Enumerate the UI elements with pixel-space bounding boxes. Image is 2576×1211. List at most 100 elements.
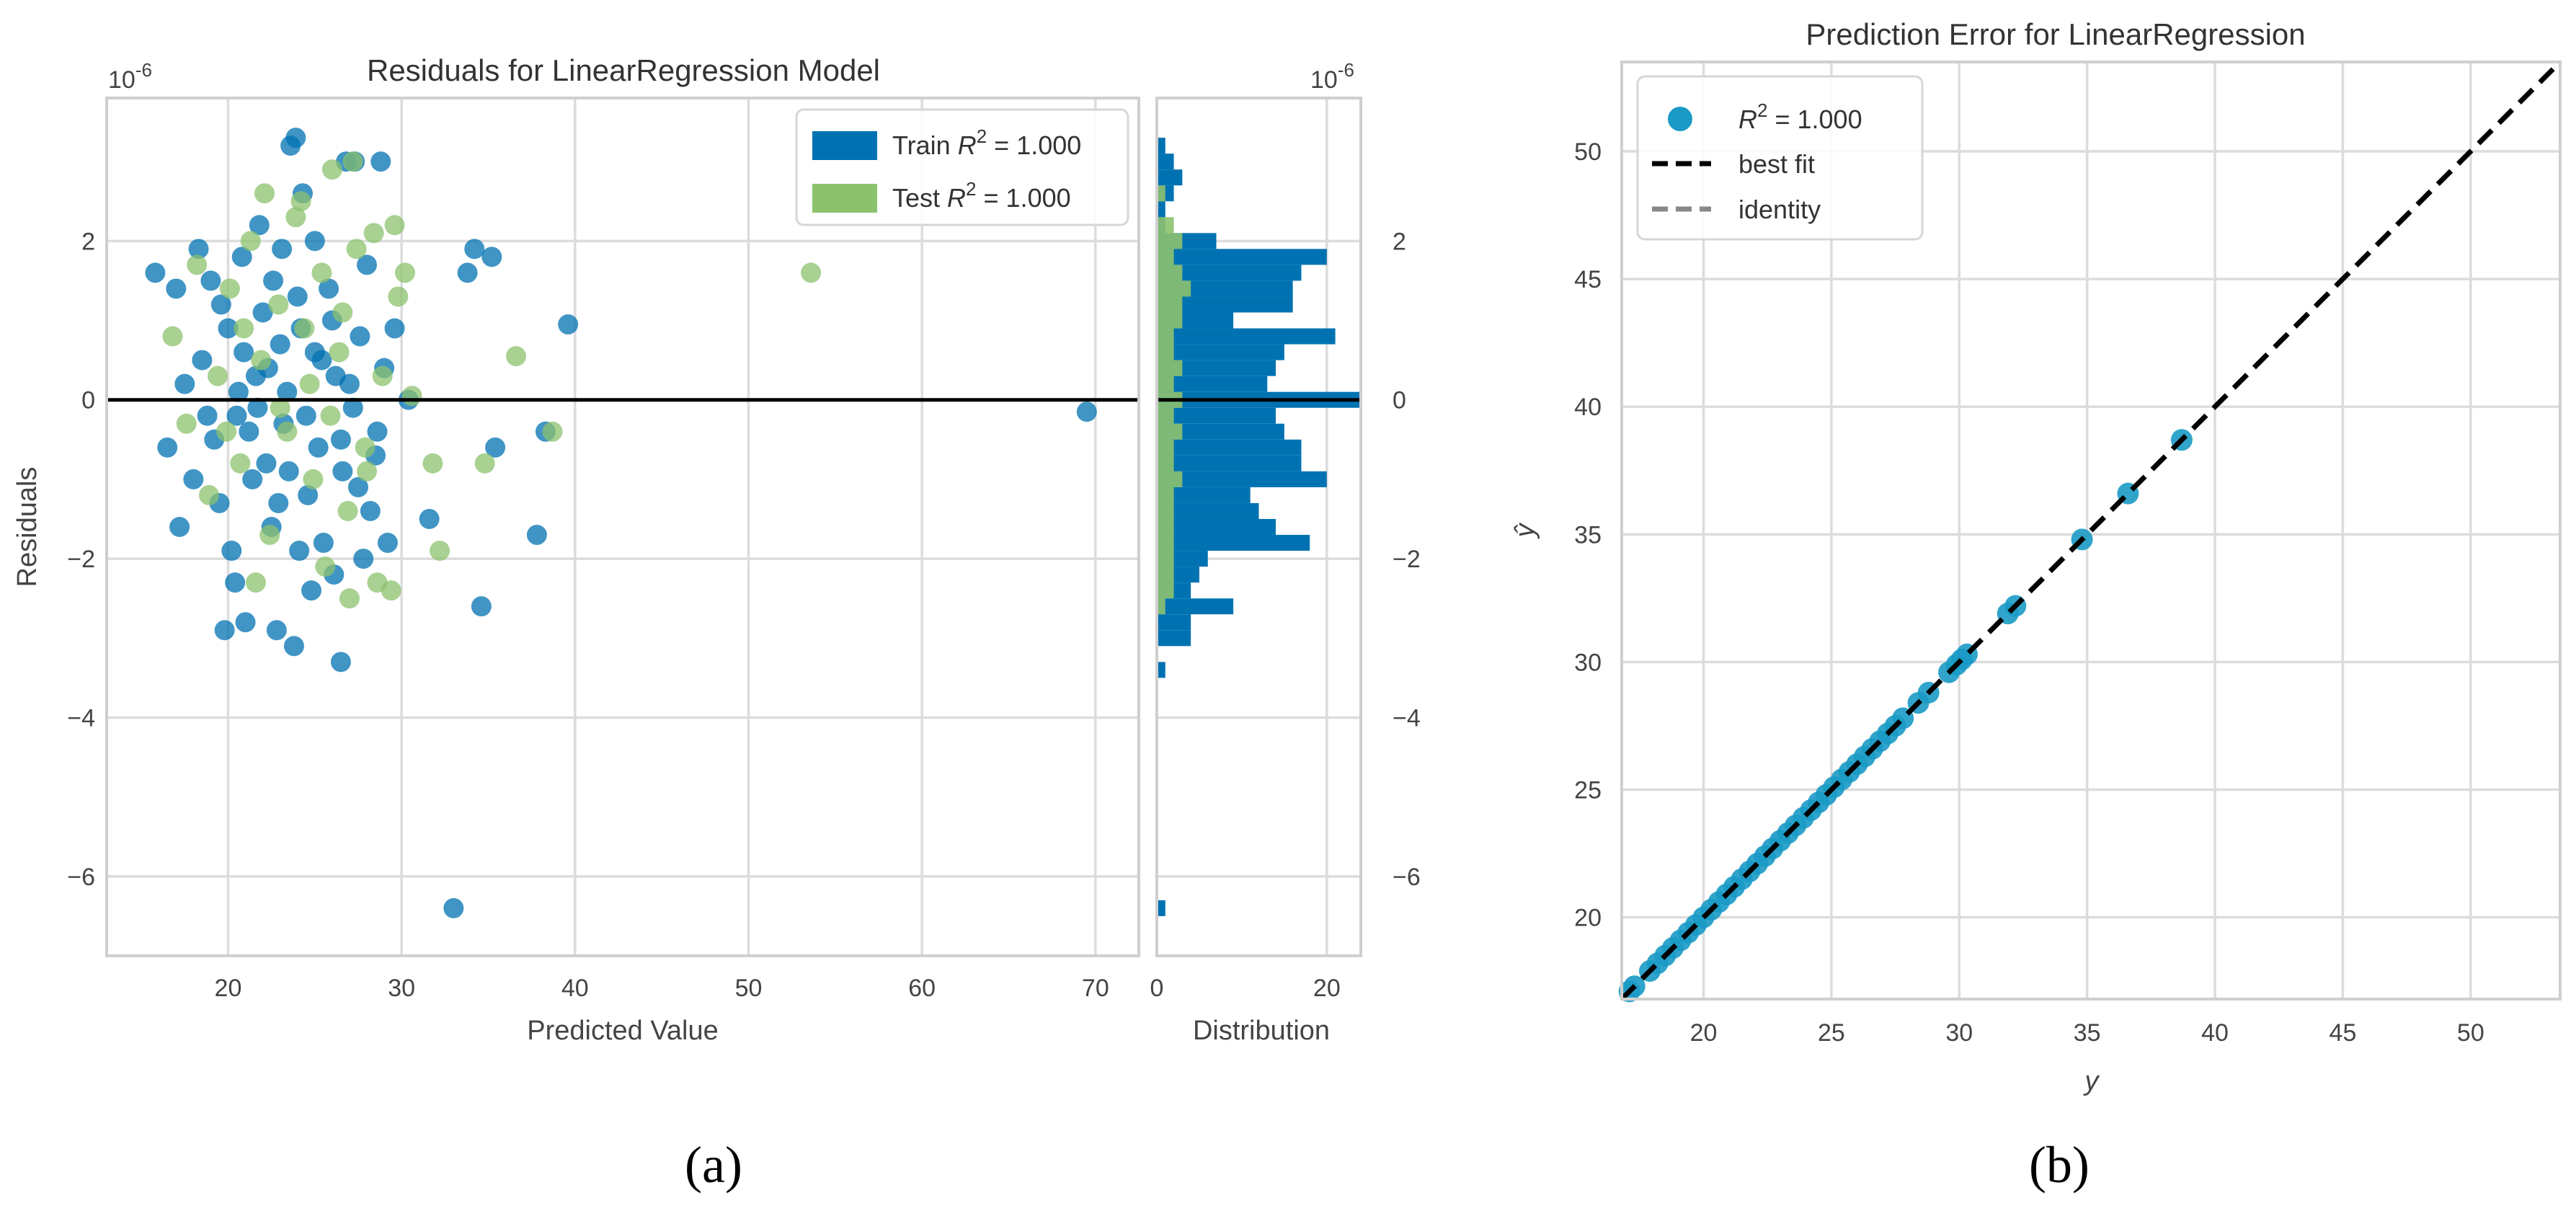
hist-bar-train <box>1157 455 1302 471</box>
hist-bar-test <box>1157 344 1174 360</box>
hist-bar-train <box>1157 376 1268 392</box>
point-train <box>357 254 378 275</box>
point-train <box>200 270 221 291</box>
point-test <box>216 421 237 442</box>
point-test <box>372 365 393 386</box>
point-train <box>183 469 204 489</box>
point-test <box>542 421 563 442</box>
point-train <box>221 541 242 562</box>
hist-bar-test <box>1157 328 1174 345</box>
panel-a-hist-x-tick-labels: 0 20 <box>1150 975 1341 1002</box>
hist-bar-test <box>1157 535 1174 551</box>
panel-a: Residuals for LinearRegression Model 10-… <box>12 53 1140 1046</box>
point-train <box>226 405 247 426</box>
point-train <box>157 437 178 458</box>
point-train <box>464 239 485 260</box>
hist-bar-test <box>1157 439 1174 456</box>
point-test <box>363 223 384 244</box>
panel-a-y-axis-label: Residuals <box>12 467 43 587</box>
point-test <box>198 484 219 505</box>
panel-b-title: Prediction Error for LinearRegression <box>1806 17 2305 51</box>
panel-a-hist-y-multiplier: 10-6 <box>1310 59 1354 94</box>
panel-a-hist-frame <box>1155 97 1362 957</box>
point-train <box>384 318 405 339</box>
point-test <box>234 318 254 339</box>
hist-bar-test <box>1157 296 1183 313</box>
panel-b: Prediction Error for LinearRegression 20… <box>1510 17 2562 1096</box>
point-test <box>176 413 197 434</box>
y-tick-label: 50 <box>1574 138 1602 166</box>
x-tick-label: 0 <box>1150 975 1164 1002</box>
hist-bar-test <box>1157 551 1174 567</box>
point-train <box>367 421 388 442</box>
hist-bar-train <box>1157 614 1191 631</box>
x-tick-label: 50 <box>735 975 763 1002</box>
point-test <box>245 572 266 593</box>
hist-bar-test <box>1157 280 1191 297</box>
point-test <box>505 346 526 367</box>
hist-bar-train <box>1157 662 1165 678</box>
panel-b-grid <box>1622 62 2560 999</box>
point-test <box>270 397 290 418</box>
panel-b-best-fit-line <box>1620 60 2562 1001</box>
panel-a-x-tick-labels: 20 30 40 50 60 70 <box>215 975 1109 1002</box>
point-train <box>263 270 284 291</box>
point-train <box>272 239 293 260</box>
point-train <box>231 247 252 267</box>
point-test <box>384 215 405 236</box>
point-train <box>289 541 310 562</box>
point-train <box>268 492 289 513</box>
point-train <box>283 636 304 657</box>
point-test <box>294 318 315 339</box>
hist-bar-test <box>1157 502 1174 519</box>
y-tick-label: 2 <box>1393 228 1406 255</box>
point-test <box>230 453 251 474</box>
point-test <box>162 326 183 347</box>
point-train <box>266 620 287 641</box>
point-test <box>339 588 360 609</box>
y-tick-label: −2 <box>67 546 95 573</box>
point-test <box>474 453 495 474</box>
hist-bar-test <box>1157 312 1183 329</box>
hist-bar-train <box>1157 439 1302 456</box>
point-test <box>315 556 336 577</box>
point-train <box>169 517 190 537</box>
legend-label-identity: identity <box>1738 195 1821 224</box>
point-test <box>337 500 358 521</box>
point-test <box>430 541 450 562</box>
hist-bar-test <box>1157 376 1174 392</box>
point-train <box>210 294 231 315</box>
point-test <box>321 159 342 180</box>
point-test <box>268 294 289 315</box>
hist-bar-train <box>1157 360 1276 376</box>
point-train <box>174 373 195 394</box>
x-tick-label: 35 <box>2074 1019 2101 1047</box>
point-train <box>471 596 492 617</box>
x-tick-label: 20 <box>1690 1019 1718 1047</box>
point-test <box>187 254 208 275</box>
hist-bar-test <box>1157 471 1183 487</box>
hist-bar-train <box>1157 344 1284 360</box>
hist-bar-train <box>1157 502 1259 519</box>
y-tick-label: −6 <box>67 864 95 891</box>
point-test <box>367 572 388 593</box>
panel-a-y-tick-labels: −6 −4 −2 0 2 <box>67 228 95 890</box>
panel-a-points <box>145 128 1097 918</box>
panel-b-legend: R2 = 1.000 best fit identity <box>1636 75 1924 241</box>
hist-bar-test <box>1157 518 1174 536</box>
hist-bar-train <box>1157 487 1251 503</box>
panel-a-y-multiplier: 10-6 <box>108 59 152 94</box>
hist-bar-train <box>1157 598 1234 615</box>
point-train <box>247 397 268 418</box>
x-tick-label: 40 <box>2201 1019 2229 1047</box>
point-test <box>277 421 298 442</box>
hist-bar-train <box>1157 471 1327 487</box>
hist-bar-test <box>1157 265 1183 281</box>
y-tick-label: 30 <box>1574 649 1602 676</box>
point-test <box>329 342 350 363</box>
point-train <box>192 350 213 371</box>
hist-bar-test <box>1157 455 1174 471</box>
x-tick-label: 45 <box>2329 1019 2357 1047</box>
x-tick-label: 25 <box>1818 1019 1845 1047</box>
hist-bar-train <box>1157 423 1284 440</box>
